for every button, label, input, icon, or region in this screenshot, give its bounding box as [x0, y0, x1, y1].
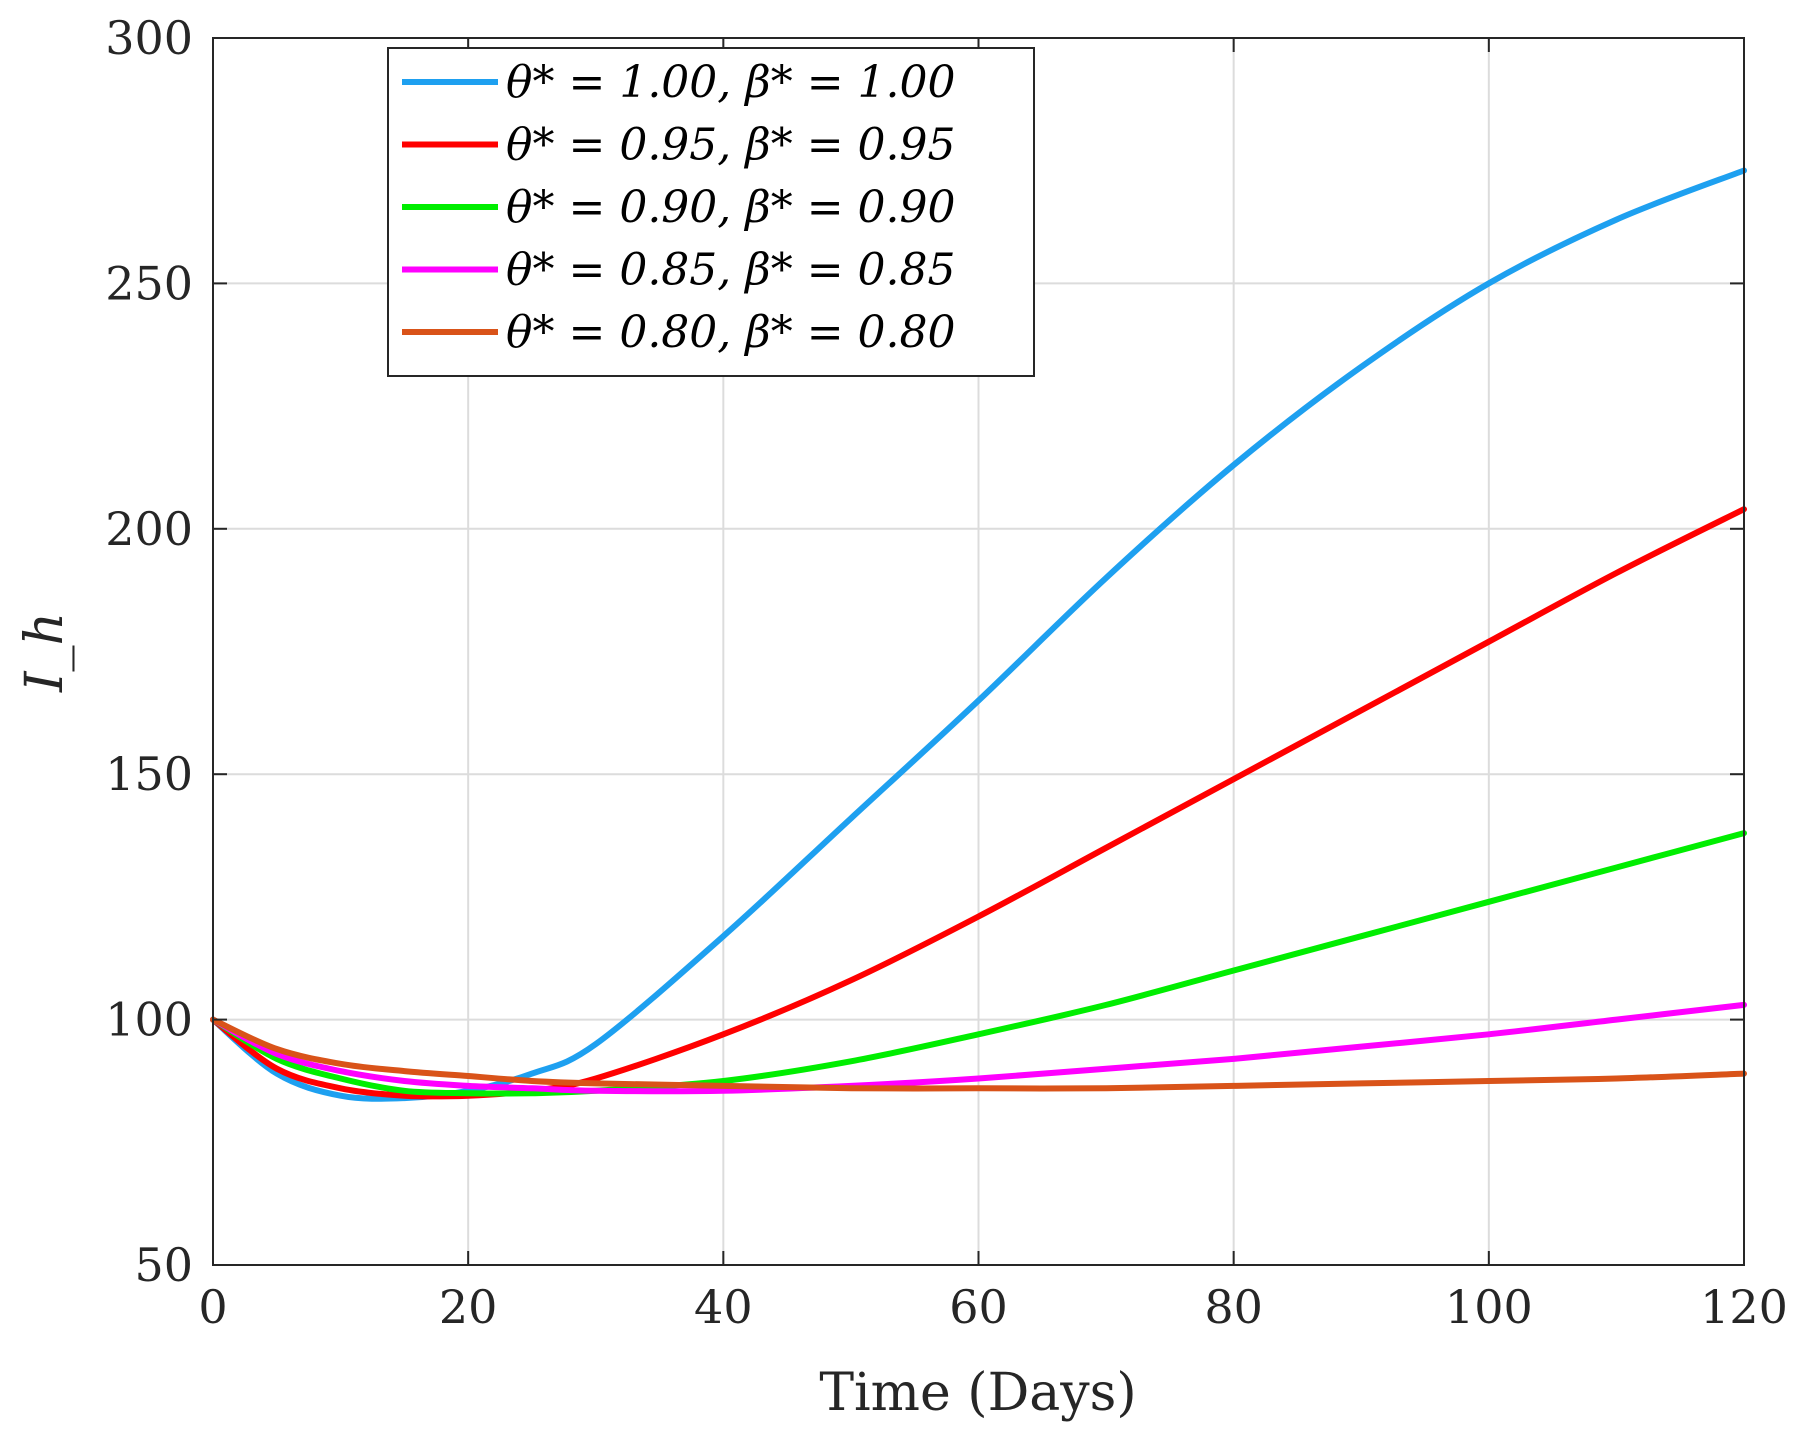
x-tick-label: 40	[694, 1280, 753, 1334]
series-line-5	[210, 1016, 1747, 1092]
legend-box	[387, 47, 1035, 377]
x-tick-label: 20	[439, 1280, 498, 1334]
x-tick-label: 60	[949, 1280, 1008, 1334]
x-tick-labels: 0 20 40 60 80 100 120	[198, 1280, 1788, 1334]
legend-label-1: θ* = 1.00, β* = 1.00	[506, 57, 956, 108]
x-tick-label: 80	[1204, 1280, 1263, 1334]
x-tick-label: 100	[1445, 1280, 1533, 1334]
x-tick-label: 120	[1700, 1280, 1788, 1334]
y-tick-label: 150	[105, 747, 193, 801]
y-tick-label: 250	[105, 256, 193, 310]
series-line-2	[210, 506, 1747, 1100]
series-layer	[210, 167, 1747, 1102]
legend: θ* = 1.00, β* = 1.00 θ* = 0.95, β* = 0.95…	[387, 47, 1035, 377]
legend-label-2: θ* = 0.95, β* = 0.95	[506, 120, 956, 171]
y-axis-title: I_h	[15, 612, 75, 693]
series-line-3	[210, 830, 1747, 1097]
legend-label-4: θ* = 0.85, β* = 0.85	[506, 245, 956, 296]
x-axis-title: Time (Days)	[819, 1363, 1136, 1423]
y-tick-labels: 50 100 150 200 250 300	[105, 11, 193, 1292]
y-tick-label: 100	[105, 993, 193, 1047]
y-tick-label: 200	[105, 502, 193, 556]
tick-marks	[212, 37, 1745, 1266]
legend-label-5: θ* = 0.80, β* = 0.80	[506, 307, 956, 358]
x-tick-label: 0	[198, 1280, 227, 1334]
y-tick-label: 300	[105, 11, 193, 65]
series-line-4	[210, 1001, 1747, 1095]
y-tick-label: 50	[134, 1238, 193, 1292]
legend-label-3: θ* = 0.90, β* = 0.90	[506, 182, 956, 233]
